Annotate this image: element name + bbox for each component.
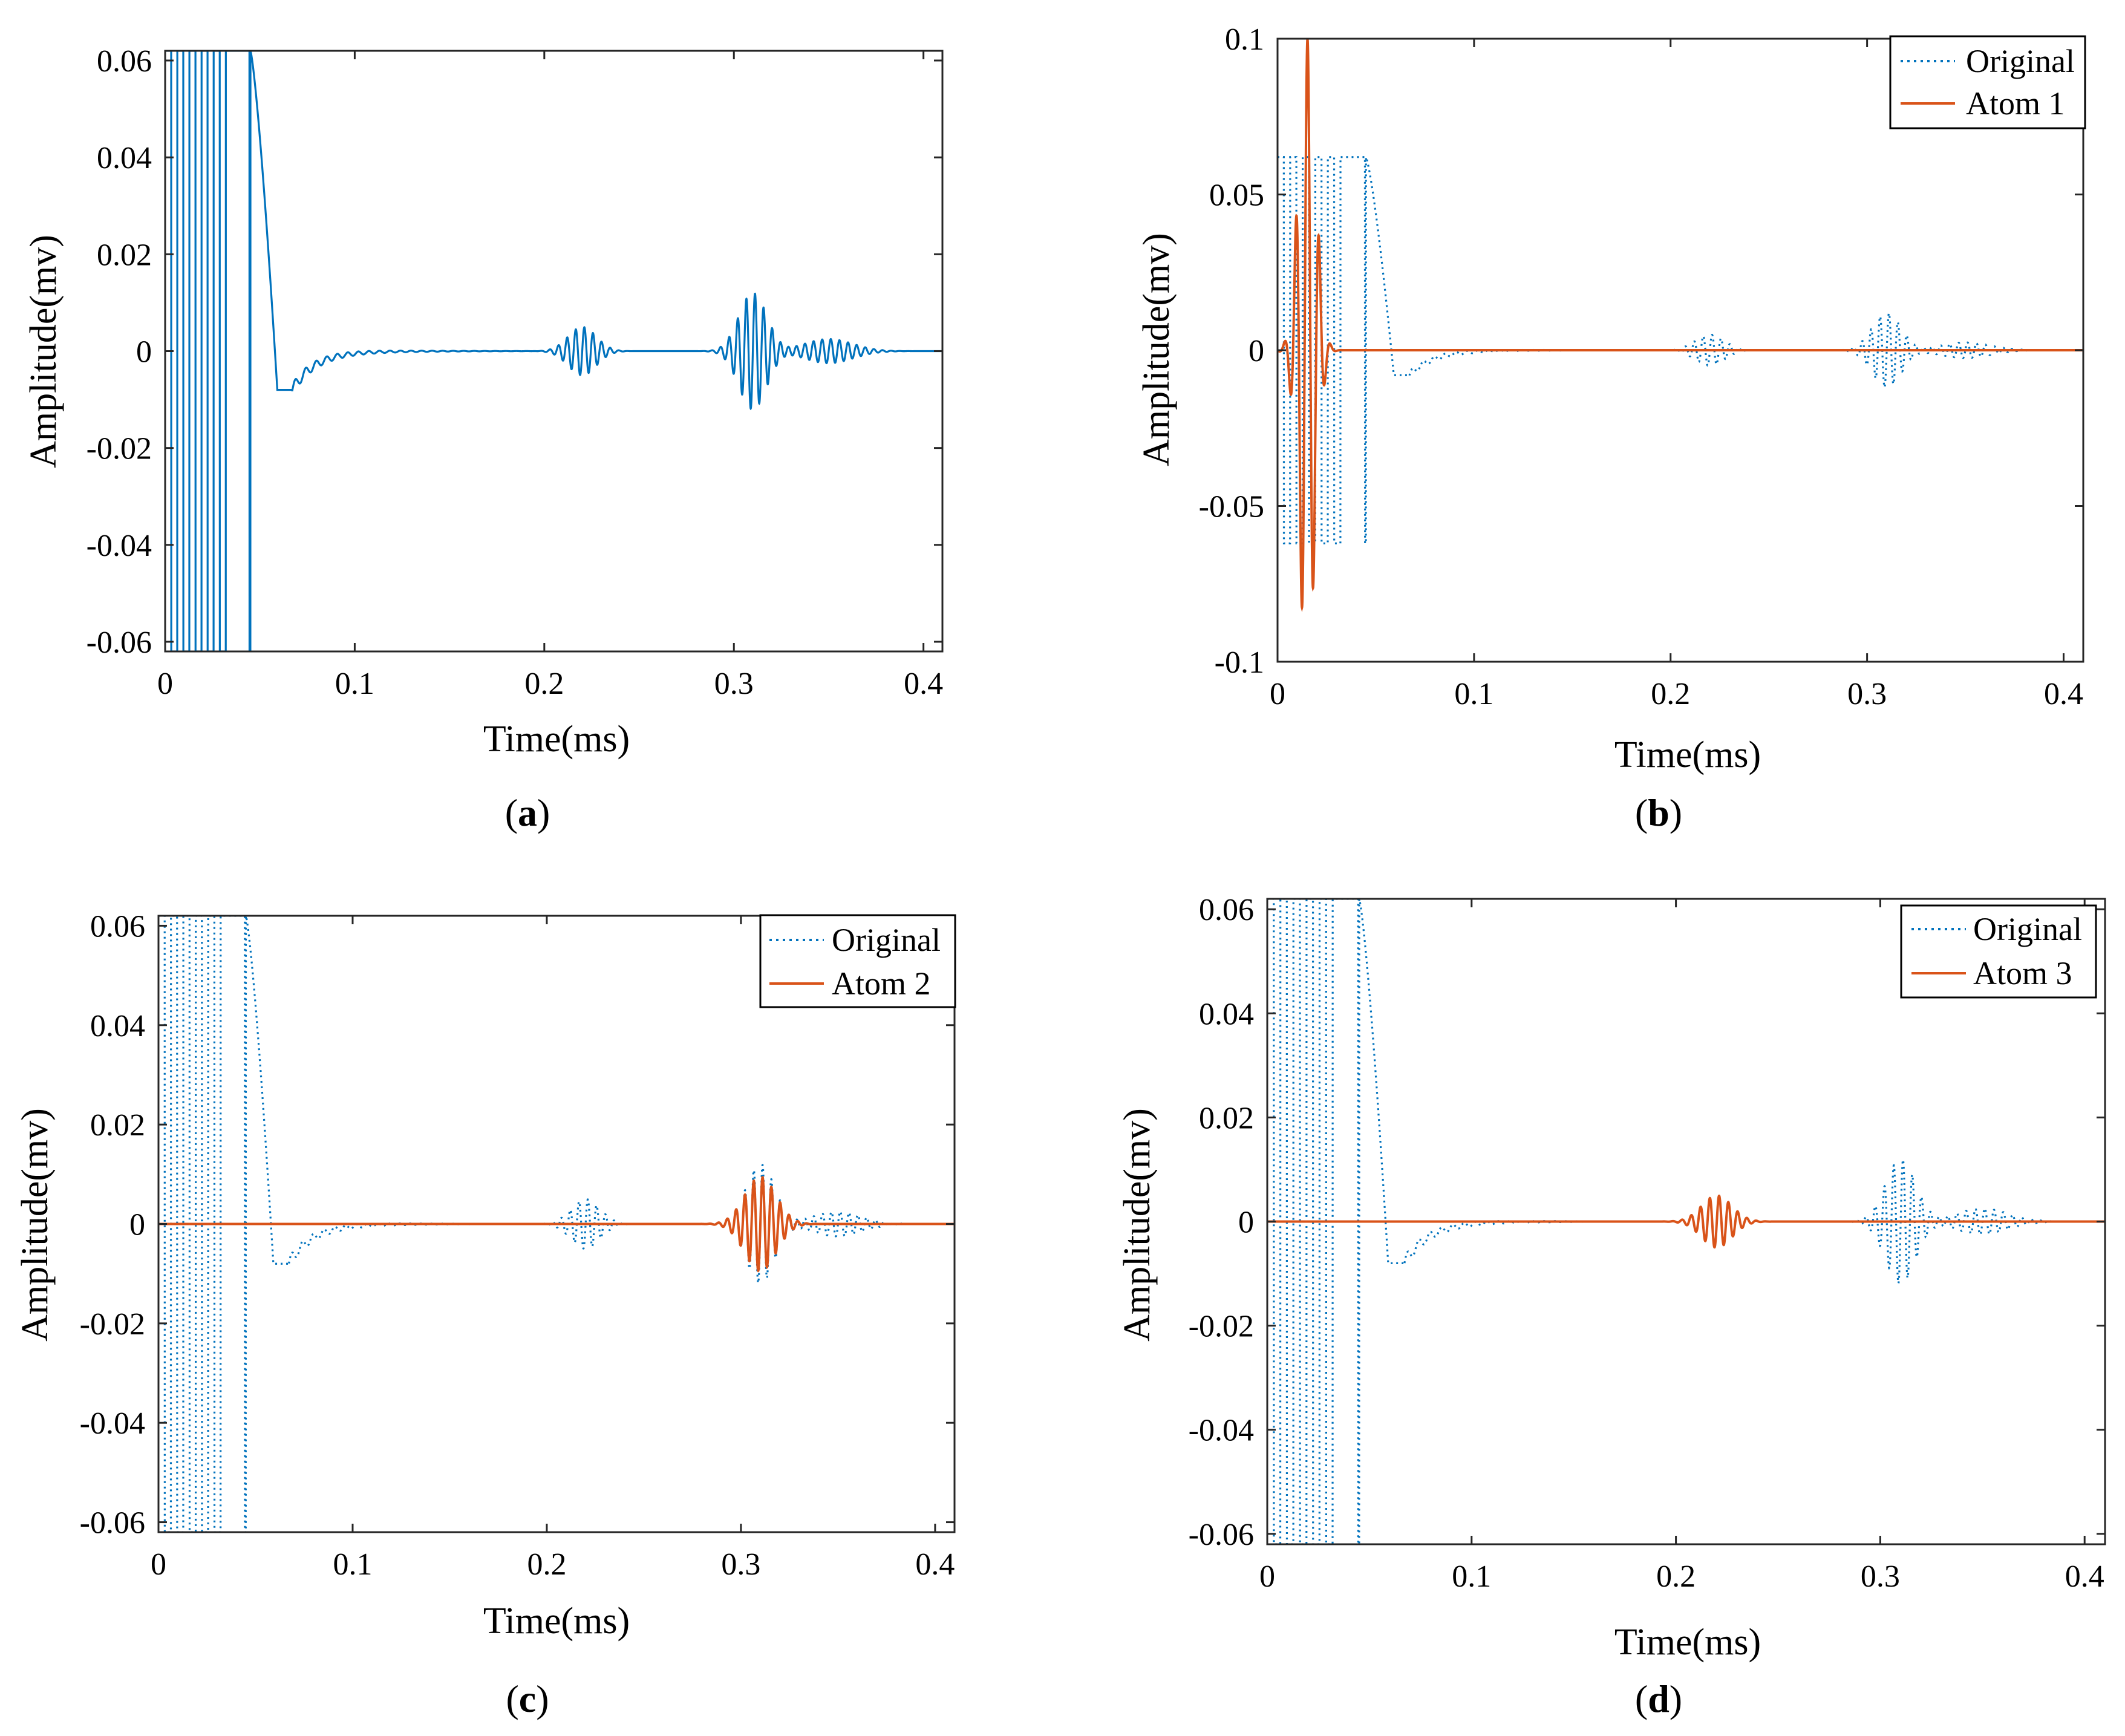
caption-letter: b (1648, 791, 1670, 834)
y-tick-label: 0.06 (97, 44, 152, 79)
panel-a: Time(ms) Amplitude(mv) (a) 0 0.1 0.2 0.3 0.4… (23, 44, 944, 834)
y-tick-label: 0.1 (1225, 22, 1264, 57)
y-tick-label: 0 (129, 1208, 145, 1242)
y-tick-label: -0.02 (1189, 1310, 1254, 1344)
plot-area (1278, 39, 2083, 612)
y-tick-label: 0.02 (97, 238, 152, 272)
legend-box (1889, 35, 2086, 129)
x-tick-label: 0 (157, 667, 173, 701)
x-tick-label: 0.4 (915, 1547, 955, 1582)
plot-area (1267, 899, 2105, 1544)
series-original-line (1278, 154, 2083, 544)
y-tick-label: 0.02 (90, 1108, 145, 1143)
x-tick-label: 0.2 (527, 1547, 566, 1582)
x-tick-label: 0 (1270, 677, 1285, 711)
panel-c: Time(ms) Amplitude(mv) (c) 0 0.1 0.2 0.3 0.4… (15, 909, 956, 1720)
panel-caption: (a) (505, 791, 550, 834)
x-tick-label: 0 (151, 1547, 166, 1582)
y-tick-label: 0.06 (1199, 893, 1254, 927)
panel-caption: (b) (1635, 791, 1682, 834)
x-tick-label: 0.3 (721, 1547, 760, 1582)
x-tick-label: 0.4 (2065, 1559, 2104, 1594)
y-tick-label: 0.02 (1199, 1101, 1254, 1135)
legend: Original Atom 1 (1889, 35, 2086, 129)
series-atom-2-line (158, 1175, 955, 1273)
y-tick-label: -0.02 (87, 432, 152, 466)
legend-box (1900, 904, 2097, 999)
y-tick-label: 0 (136, 335, 152, 370)
x-tick-label: 0.2 (1656, 1559, 1696, 1594)
x-axis-label: Time(ms) (483, 719, 630, 760)
x-tick-label: 0.1 (335, 667, 374, 701)
x-tick-label: 0.3 (1861, 1559, 1900, 1594)
y-tick-label: -0.04 (1189, 1414, 1254, 1448)
series-atom-3-line (1267, 1194, 2105, 1249)
y-tick-label: -0.05 (1199, 490, 1264, 524)
y-axis-label: Amplitude(mv) (1117, 1108, 1158, 1342)
x-tick-label: 0.3 (714, 667, 754, 701)
y-tick-label: 0 (1249, 334, 1264, 368)
legend: Original Atom 3 (1900, 904, 2097, 999)
y-tick-label: -0.06 (1189, 1518, 1254, 1552)
plot-area (165, 51, 942, 651)
legend-label-atom: Atom 2 (832, 965, 931, 1002)
x-axis-label: Time(ms) (1614, 1622, 1761, 1663)
y-tick-label: -0.04 (87, 529, 152, 563)
legend-label-atom: Atom 1 (1966, 85, 2065, 122)
plot-area (158, 916, 955, 1532)
x-tick-label: 0.2 (1651, 677, 1690, 711)
y-tick-label: -0.04 (80, 1406, 145, 1441)
y-axis-label: Amplitude(mv) (15, 1108, 56, 1342)
series-original-line (158, 916, 955, 1532)
panel-d: Time(ms) Amplitude(mv) (d) 0 0.1 0.2 0.3 0.4… (1117, 893, 2106, 1720)
series-signal-line (165, 51, 942, 651)
y-tick-label: 0.04 (97, 141, 152, 175)
y-tick-label: -0.06 (87, 625, 152, 660)
x-tick-label: 0.4 (904, 667, 943, 701)
x-tick-label: 0.4 (2044, 677, 2083, 711)
x-tick-label: 0.3 (1847, 677, 1887, 711)
x-axis-label: Time(ms) (483, 1601, 630, 1642)
legend-label-original: Original (832, 922, 941, 958)
panel-b: Time(ms) Amplitude(mv) (b) 0 0.1 0.2 0.3 0.4… (1136, 22, 2086, 834)
x-tick-label: 0.1 (1454, 677, 1493, 711)
legend: Original Atom 2 (759, 914, 956, 1008)
x-tick-label: 0 (1259, 1559, 1275, 1594)
panel-caption: (c) (506, 1677, 549, 1720)
y-axis-label: Amplitude(mv) (1136, 233, 1177, 466)
series-atom-1-line (1278, 39, 2083, 612)
y-tick-label: -0.1 (1215, 645, 1264, 680)
y-axis-label: Amplitude(mv) (23, 235, 64, 468)
legend-box (759, 914, 956, 1008)
caption-letter: a (518, 791, 537, 834)
x-axis-label: Time(ms) (1614, 734, 1761, 775)
y-tick-label: 0.04 (1199, 997, 1254, 1031)
panel-caption: (d) (1635, 1677, 1682, 1720)
x-tick-label: 0.1 (333, 1547, 372, 1582)
y-tick-label: -0.06 (80, 1506, 145, 1541)
legend-label-atom: Atom 3 (1973, 955, 2072, 991)
y-tick-label: 0.04 (90, 1009, 145, 1043)
y-tick-label: 0 (1238, 1206, 1254, 1240)
x-tick-label: 0.2 (524, 667, 564, 701)
y-tick-label: 0.06 (90, 909, 145, 944)
y-tick-label: -0.02 (80, 1307, 145, 1342)
y-tick-label: 0.05 (1209, 178, 1264, 213)
legend-label-original: Original (1966, 43, 2075, 79)
caption-letter: c (519, 1677, 536, 1720)
legend-label-original: Original (1973, 911, 2082, 947)
caption-letter: d (1648, 1677, 1670, 1720)
x-tick-label: 0.1 (1452, 1559, 1491, 1594)
